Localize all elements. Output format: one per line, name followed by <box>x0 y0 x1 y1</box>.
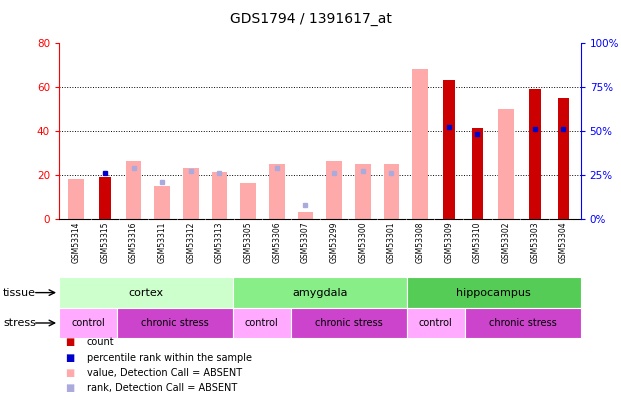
Bar <box>326 162 342 219</box>
Bar <box>212 173 227 219</box>
Bar <box>297 212 314 219</box>
Text: GSM53310: GSM53310 <box>473 222 482 263</box>
Text: GSM53314: GSM53314 <box>71 222 81 263</box>
Bar <box>154 185 170 219</box>
Bar <box>117 308 233 338</box>
Text: GSM53313: GSM53313 <box>215 222 224 263</box>
Bar <box>465 308 581 338</box>
Text: tissue: tissue <box>3 288 36 298</box>
Bar <box>68 179 84 219</box>
Text: GSM53309: GSM53309 <box>444 222 453 263</box>
Bar <box>59 277 233 308</box>
Text: hippocampus: hippocampus <box>456 288 531 298</box>
Text: percentile rank within the sample: percentile rank within the sample <box>87 353 252 362</box>
Bar <box>558 98 569 219</box>
Text: rank, Detection Call = ABSENT: rank, Detection Call = ABSENT <box>87 384 237 393</box>
Text: GSM53311: GSM53311 <box>158 222 166 263</box>
Text: GSM53301: GSM53301 <box>387 222 396 263</box>
Text: GSM53302: GSM53302 <box>502 222 510 263</box>
Bar <box>99 177 111 219</box>
Text: control: control <box>71 318 105 328</box>
Bar <box>59 308 117 338</box>
Text: control: control <box>419 318 453 328</box>
Text: chronic stress: chronic stress <box>315 318 383 328</box>
Bar <box>355 164 371 219</box>
Bar <box>498 109 514 219</box>
Text: GSM53300: GSM53300 <box>358 222 367 263</box>
Bar <box>240 183 256 219</box>
Bar <box>384 164 399 219</box>
Text: amygdala: amygdala <box>292 288 348 298</box>
Text: value, Detection Call = ABSENT: value, Detection Call = ABSENT <box>87 368 242 378</box>
Bar <box>529 89 541 219</box>
Bar <box>233 277 407 308</box>
Text: GSM53316: GSM53316 <box>129 222 138 263</box>
Bar <box>291 308 407 338</box>
Text: GSM53304: GSM53304 <box>559 222 568 263</box>
Text: control: control <box>245 318 279 328</box>
Text: ■: ■ <box>65 337 75 347</box>
Text: GSM53312: GSM53312 <box>186 222 196 263</box>
Text: ■: ■ <box>65 384 75 393</box>
Bar <box>412 69 428 219</box>
Bar <box>443 80 455 219</box>
Text: count: count <box>87 337 114 347</box>
Bar <box>183 168 199 219</box>
Bar <box>471 128 483 219</box>
Text: GSM53305: GSM53305 <box>243 222 253 263</box>
Bar <box>125 162 142 219</box>
Text: GSM53307: GSM53307 <box>301 222 310 263</box>
Bar <box>407 277 581 308</box>
Bar <box>269 164 284 219</box>
Text: chronic stress: chronic stress <box>489 318 556 328</box>
Text: stress: stress <box>3 318 36 328</box>
Bar <box>233 308 291 338</box>
Text: chronic stress: chronic stress <box>141 318 209 328</box>
Bar <box>407 308 465 338</box>
Text: GDS1794 / 1391617_at: GDS1794 / 1391617_at <box>230 12 391 26</box>
Text: GSM53299: GSM53299 <box>330 222 338 263</box>
Text: GSM53303: GSM53303 <box>530 222 539 263</box>
Text: GSM53306: GSM53306 <box>273 222 281 263</box>
Text: ■: ■ <box>65 368 75 378</box>
Text: cortex: cortex <box>129 288 163 298</box>
Text: GSM53308: GSM53308 <box>415 222 425 263</box>
Text: GSM53315: GSM53315 <box>101 222 109 263</box>
Text: ■: ■ <box>65 353 75 362</box>
